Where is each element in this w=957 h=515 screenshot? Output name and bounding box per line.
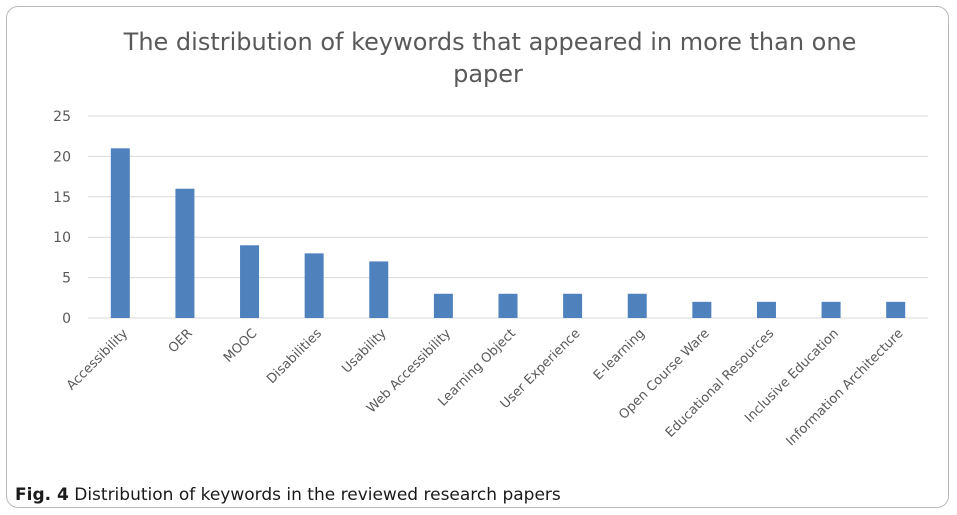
x-tick-label: Information Architecture	[783, 326, 906, 449]
bar-educational-resources	[756, 301, 776, 318]
caption-text: Distribution of keywords in the reviewed…	[74, 485, 561, 505]
y-tick-label: 25	[53, 109, 71, 125]
x-tick-label: Usability	[339, 326, 390, 377]
figure-frame	[6, 6, 949, 508]
x-tick-label: OER	[166, 326, 196, 356]
bar-open-course-ware	[692, 301, 712, 318]
x-axis-labels: Accessibility OER MOOC Disabilities Usabilit…	[64, 326, 907, 449]
bars	[110, 148, 906, 318]
bar-inclusive-education	[821, 301, 841, 318]
chart-title: The distribution of keywords that appear…	[123, 28, 857, 88]
bar-usability	[369, 261, 389, 318]
bar-learning-object	[498, 293, 518, 318]
bar-disabilities	[304, 253, 324, 318]
figure-caption: Fig. 4 Distribution of keywords in the r…	[15, 485, 561, 505]
y-axis-ticks: 0 5 10 15 20 25	[53, 109, 71, 327]
bar-e-learning	[627, 293, 647, 318]
x-tick-label: E-learning	[591, 326, 648, 383]
caption-label: Fig. 4	[15, 485, 69, 505]
y-tick-label: 10	[53, 230, 71, 246]
bar-oer	[175, 188, 195, 318]
x-tick-label: MOOC	[221, 326, 260, 365]
y-tick-label: 20	[53, 149, 71, 165]
y-tick-label: 15	[53, 190, 71, 206]
bar-user-experience	[563, 293, 583, 318]
chart-title-line-2: paper	[453, 60, 523, 88]
y-tick-label: 0	[62, 311, 71, 327]
bar-accessibility	[110, 148, 130, 318]
x-tick-label: Educational Resources	[663, 326, 778, 441]
chart-title-line-1: The distribution of keywords that appear…	[123, 28, 857, 56]
bar-information-architecture	[886, 301, 906, 318]
x-tick-label: Disabilities	[264, 326, 325, 387]
y-tick-label: 5	[62, 271, 71, 287]
bar-mooc	[240, 245, 260, 318]
gridlines	[88, 115, 928, 319]
bar-web-accessibility	[433, 293, 453, 318]
x-tick-label: Accessibility	[64, 326, 131, 393]
